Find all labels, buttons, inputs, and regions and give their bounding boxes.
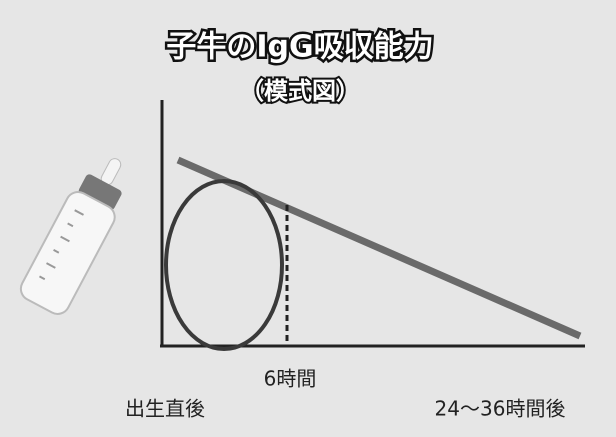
bottle [19,158,122,315]
subtitle: （模式図） [240,77,360,105]
bottle-cap [78,174,122,210]
six-hour-label: 6時間 [264,367,317,391]
bottle-body [19,191,116,315]
absorption-line [176,156,582,340]
birth-label: 出生直後 [125,397,205,421]
late-label: 24～36時間後 [435,397,566,421]
title: 子牛のIgG吸収能力 [166,30,433,65]
bottle-scale [39,209,84,281]
highlight-ellipse [164,179,284,351]
